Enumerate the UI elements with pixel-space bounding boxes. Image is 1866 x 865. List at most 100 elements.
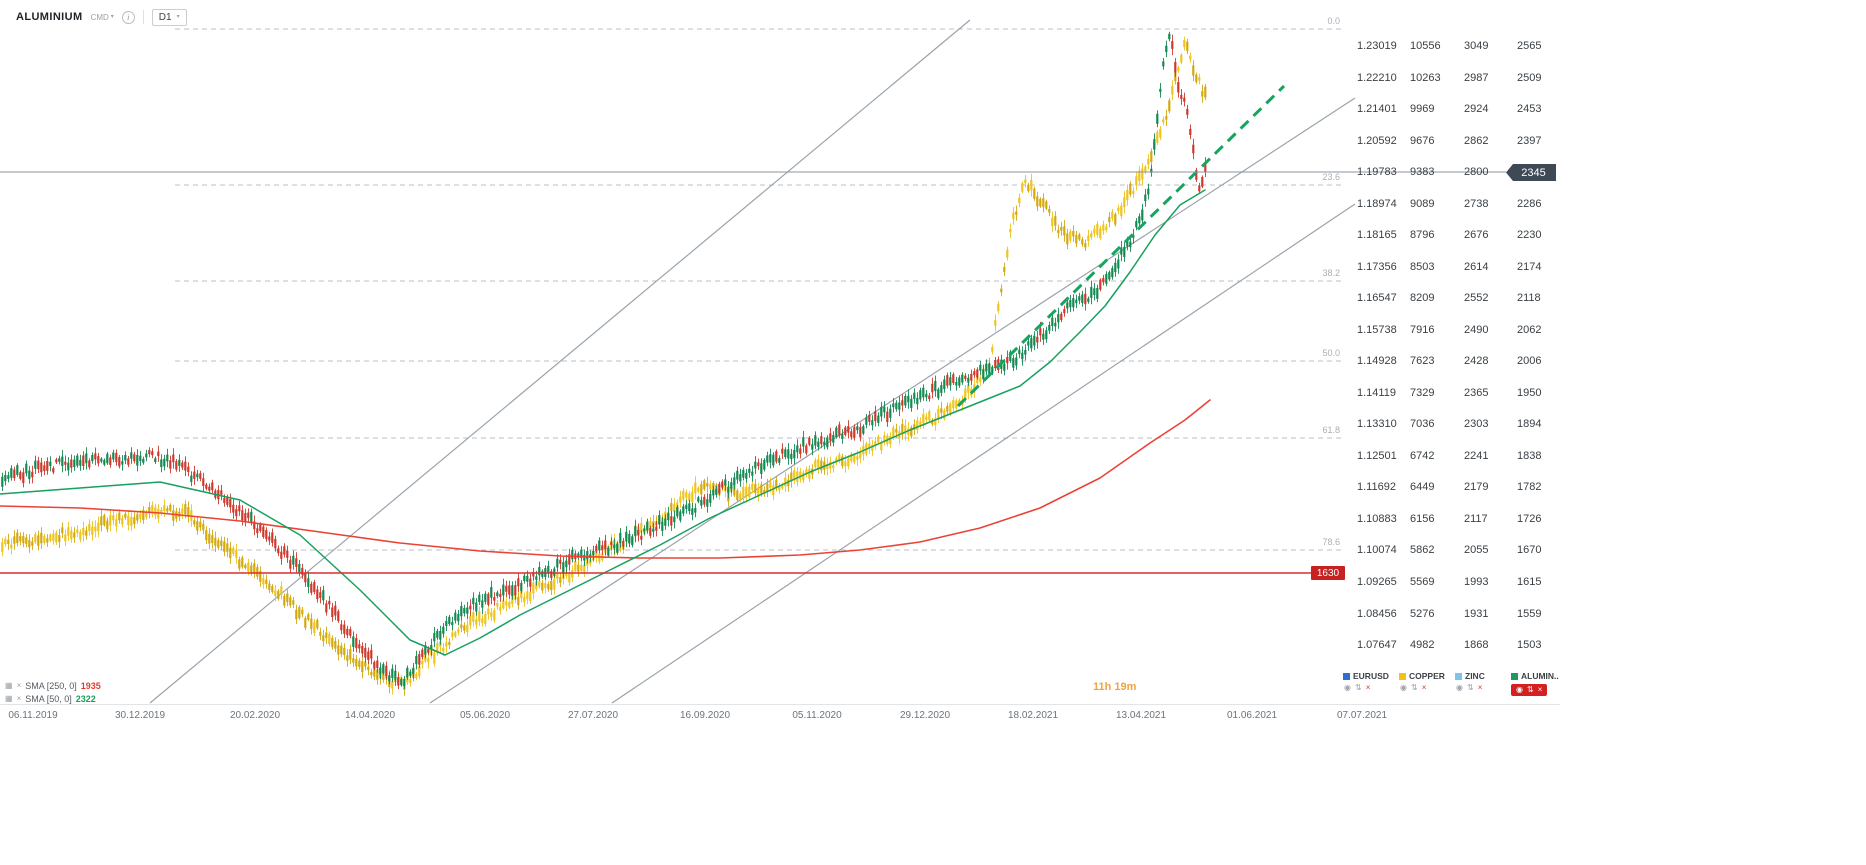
indicator-list: ▦ × SMA [250, 0] 1935 ▦ × SMA [50, 0] 2322 (5, 679, 101, 705)
overlay-legend: EURUSD ◉ ⇅ × COPPER ◉ ⇅ × ZINC ◉ ⇅ × ALUMIN.. ◉ ⇅ × (1343, 671, 1562, 696)
scale-value-aluminium: 2565 (1517, 40, 1542, 52)
legend-item: ZINC ◉ ⇅ × (1455, 671, 1506, 696)
scale-value-zinc: 2552 (1464, 292, 1489, 305)
remove-icon[interactable]: × (1537, 685, 1543, 694)
candlestick-chart[interactable] (0, 0, 1560, 710)
indicator-value: 2322 (75, 693, 96, 704)
chevron-down-icon: ▾ (176, 14, 180, 20)
remove-icon[interactable]: × (1365, 683, 1371, 692)
scale-value-copper: 5276 (1410, 607, 1435, 620)
scale-value-zinc: 2179 (1464, 481, 1489, 494)
scale-value-copper: 5569 (1410, 576, 1435, 588)
scale-value-copper: 7916 (1410, 323, 1435, 336)
scale-value-zinc: 2241 (1464, 449, 1489, 462)
scale-value-zinc: 2987 (1464, 71, 1489, 84)
fib-level-label: 23.6 (1322, 172, 1340, 182)
scale-value-eurusd: 1.22210 (1357, 71, 1397, 84)
scale-arrows-icon[interactable]: ⇅ (1354, 683, 1362, 692)
legend-label: EURUSD (1353, 671, 1389, 681)
scale-value-eurusd: 1.12501 (1357, 449, 1397, 462)
visibility-icon[interactable]: ◉ (1456, 683, 1463, 692)
timeframe-selector[interactable]: D1 ▾ (151, 8, 187, 26)
scale-arrows-icon[interactable]: ⇅ (1466, 683, 1474, 692)
scale-value-aluminium: 2062 (1517, 323, 1542, 336)
scale-value-aluminium: 1838 (1517, 449, 1542, 462)
scale-value-eurusd: 1.10074 (1357, 544, 1397, 557)
current-price-badge: 2345 (1506, 164, 1556, 181)
time-axis-label: 13.04.2021 (1115, 710, 1167, 721)
scale-value-zinc: 1868 (1464, 639, 1489, 652)
legend-item-controls: ◉ ⇅ × (1455, 684, 1506, 692)
scale-value-copper: 8209 (1410, 292, 1435, 305)
visibility-icon[interactable]: ◉ (1516, 685, 1523, 694)
scale-value-zinc: 2614 (1464, 260, 1489, 273)
scale-value-zinc: 2924 (1464, 103, 1489, 116)
time-axis-label: 16.09.2020 (679, 710, 731, 721)
scale-value-aluminium: 2509 (1517, 71, 1542, 84)
scale-value-copper: 6742 (1410, 449, 1435, 462)
remove-icon[interactable]: × (1477, 683, 1483, 692)
indicator-settings-icon[interactable]: ▦ (5, 680, 13, 690)
scale-arrows-icon[interactable]: ⇅ (1526, 685, 1534, 694)
scale-value-eurusd: 1.08456 (1357, 607, 1397, 620)
time-axis-label: 18.02.2021 (1007, 710, 1059, 721)
instrument-header: ALUMINIUM CMD ▾ i D1 ▾ (16, 8, 187, 26)
scale-value-copper: 9969 (1410, 103, 1435, 116)
scale-value-eurusd: 1.14119 (1357, 386, 1396, 399)
scale-value-zinc: 2676 (1464, 229, 1489, 242)
scale-value-aluminium: 2174 (1517, 260, 1542, 273)
scale-value-copper: 7036 (1410, 418, 1435, 431)
scale-value-zinc: 2117 (1464, 512, 1488, 525)
chevron-down-icon: ▾ (110, 14, 114, 20)
fib-level-label: 0.0 (1327, 16, 1340, 26)
info-icon[interactable]: i (121, 10, 135, 24)
scale-value-eurusd: 1.20592 (1357, 134, 1397, 147)
time-axis-label: 05.06.2020 (459, 710, 511, 721)
scale-value-eurusd: 1.16547 (1357, 292, 1397, 305)
scale-value-copper: 7623 (1410, 355, 1435, 368)
indicator-remove-icon[interactable]: × (16, 693, 22, 703)
scale-value-eurusd: 1.10883 (1357, 512, 1397, 525)
fib-level-label: 78.6 (1322, 537, 1340, 547)
scale-value-zinc: 3049 (1464, 40, 1489, 52)
scale-value-copper: 4982 (1410, 639, 1435, 652)
scale-arrows-icon[interactable]: ⇅ (1410, 683, 1418, 692)
scale-value-zinc: 2800 (1464, 166, 1489, 179)
scale-value-copper: 10263 (1410, 71, 1441, 84)
scale-value-zinc: 2862 (1464, 134, 1489, 147)
scale-value-aluminium: 2397 (1517, 134, 1542, 147)
scale-value-zinc: 2055 (1464, 544, 1489, 557)
scale-value-eurusd: 1.09265 (1357, 576, 1397, 588)
indicator-settings-icon[interactable]: ▦ (5, 693, 13, 703)
instrument-name: ALUMINIUM (16, 11, 83, 23)
scale-value-eurusd: 1.23019 (1357, 40, 1397, 52)
scale-value-aluminium: 1503 (1517, 639, 1542, 652)
remove-icon[interactable]: × (1421, 683, 1427, 692)
time-axis-label: 14.04.2020 (344, 710, 396, 721)
scale-value-zinc: 2303 (1464, 418, 1489, 431)
indicator-remove-icon[interactable]: × (16, 680, 22, 690)
time-axis-label: 05.11.2020 (792, 710, 842, 721)
scale-value-copper: 9089 (1410, 197, 1435, 210)
legend-item: ALUMIN.. ◉ ⇅ × (1511, 671, 1562, 696)
scale-value-copper: 6156 (1410, 512, 1435, 525)
market-category-dropdown[interactable]: CMD ▾ (91, 13, 114, 22)
scale-value-eurusd: 1.19783 (1357, 166, 1397, 179)
scale-value-copper: 8503 (1410, 260, 1435, 273)
visibility-icon[interactable]: ◉ (1400, 683, 1407, 692)
time-axis-label: 27.07.2020 (567, 710, 619, 721)
time-axis-line (0, 704, 1560, 705)
indicator-value: 1935 (80, 680, 101, 691)
visibility-icon[interactable]: ◉ (1344, 683, 1351, 692)
scale-value-zinc: 1931 (1464, 607, 1489, 620)
market-category-label: CMD (90, 12, 109, 22)
scale-value-aluminium: 1559 (1517, 607, 1542, 620)
legend-color-swatch (1343, 672, 1350, 680)
scale-value-aluminium: 1615 (1517, 576, 1542, 588)
legend-color-swatch (1399, 672, 1406, 680)
scale-value-eurusd: 1.14928 (1357, 355, 1397, 368)
scale-value-copper: 5862 (1410, 544, 1435, 557)
time-axis-label: 01.06.2021 (1226, 710, 1278, 721)
legend-item: COPPER ◉ ⇅ × (1399, 671, 1450, 696)
scale-value-eurusd: 1.07647 (1357, 639, 1397, 652)
